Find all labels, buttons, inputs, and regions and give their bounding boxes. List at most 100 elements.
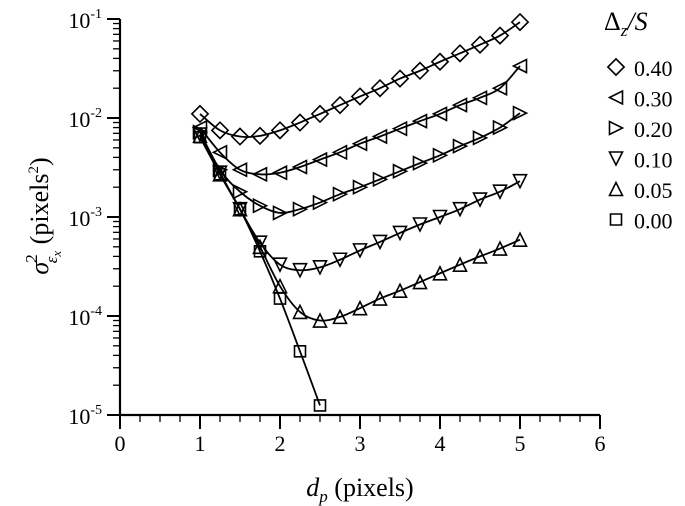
square-marker-icon [253,245,267,258]
triangle-down-marker-icon [472,192,488,208]
square-marker-icon [233,202,247,216]
triangle-right-marker-icon [492,119,509,136]
diamond-marker-icon [370,78,390,98]
triangle-down-marker-icon [352,243,368,259]
triangle-left-marker-icon [371,128,388,145]
diamond-marker-icon [470,35,490,54]
triangle-down-marker-icon [392,225,408,242]
triangle-right-marker-icon [472,130,489,146]
diamond-marker-icon [190,104,210,124]
x-tick-label: 6 [595,431,606,456]
x-tick-label: 3 [355,431,366,456]
plot-axes [107,18,601,429]
triangle-right-marker-icon [412,155,429,171]
x-tick-label: 2 [275,431,286,456]
legend-item-0.40: 0.40 [606,56,673,81]
triangle-left-marker-icon [607,89,624,106]
triangle-right-marker-icon [272,205,289,221]
y-tick-label: 10-5 [68,403,102,429]
triangle-right-marker-icon [352,179,369,195]
triangle-right-marker-icon [332,186,349,202]
fit-curve [199,21,521,138]
triangle-right-marker-icon [392,163,409,180]
legend-label: 0.20 [634,117,673,142]
triangle-right-marker-icon [312,194,329,211]
legend-label: 0.00 [634,209,673,234]
triangle-right-marker-icon [452,138,469,154]
triangle-left-marker-icon [511,58,528,74]
triangle-left-marker-icon [231,161,248,178]
fit-curve [199,112,521,214]
fit-curve [199,134,521,272]
triangle-up-marker-icon [452,256,468,272]
triangle-left-marker-icon [471,89,488,106]
square-marker-icon [213,167,227,181]
triangle-right-marker-icon [372,171,389,188]
legend-label: 0.30 [634,87,673,112]
legend-label: 0.40 [634,56,673,81]
diamond-marker-icon [430,52,450,72]
series-0.05 [192,127,528,328]
triangle-left-marker-icon [491,80,508,96]
triangle-left-marker-icon [311,151,328,168]
triangle-right-marker-icon [292,201,309,217]
diamond-marker-icon [330,95,350,115]
y-tick-label: 10-1 [68,7,102,33]
triangle-right-marker-icon [232,183,249,200]
diamond-marker-icon [270,121,290,140]
triangle-down-marker-icon [272,257,288,273]
triangle-down-marker-icon [292,262,308,279]
triangle-right-marker-icon [252,197,269,214]
square-marker-icon [609,213,623,226]
fit-curve [199,136,321,406]
y-tick-label: 10-2 [68,106,102,132]
series-0.00 [193,130,327,412]
triangle-right-marker-icon [512,105,529,121]
diamond-marker-icon [510,12,530,32]
triangle-up-marker-icon [212,166,228,182]
y-axis-title: σ2εx (pixels2) [22,157,64,274]
y-tick-label: 10-4 [68,304,102,330]
triangle-up-marker-icon [232,200,248,217]
diamond-marker-icon [290,113,310,132]
triangle-right-marker-icon [608,120,625,136]
diamond-marker-icon [210,121,230,140]
triangle-up-marker-icon [292,303,308,320]
square-marker-icon [293,344,307,358]
y-tick-labels: 10-1 10-2 10-3 10-4 10-5 [68,7,102,429]
x-tick-label: 4 [435,431,446,456]
series-0.30 [191,58,528,183]
triangle-up-marker-icon [412,273,428,290]
legend-item-0.30: 0.30 [607,87,673,112]
triangle-left-marker-icon [211,144,228,161]
diamond-marker-icon [310,104,330,124]
fit-curve [199,135,521,322]
triangle-up-marker-icon [432,265,448,281]
triangle-down-marker-icon [412,217,428,233]
triangle-up-marker-icon [312,312,328,328]
diamond-marker-icon [410,61,430,81]
triangle-up-marker-icon [392,282,408,299]
triangle-down-marker-icon [312,260,328,276]
triangle-down-marker-icon [492,184,508,201]
triangle-left-marker-icon [391,120,408,137]
triangle-up-marker-icon [512,231,528,247]
diamond-marker-icon [250,126,270,146]
triangle-down-marker-icon [432,209,448,226]
series-0.20 [192,105,529,221]
triangle-left-marker-icon [271,164,288,181]
triangle-left-marker-icon [291,159,308,175]
fit-curve [199,65,521,176]
diamond-marker-icon [390,69,410,88]
x-tick-label: 0 [115,431,126,456]
triangle-left-marker-icon [351,135,368,152]
x-tick-labels: 0 1 2 3 4 5 6 [115,431,606,456]
triangle-left-marker-icon [431,106,448,122]
triangle-up-marker-icon [608,180,624,197]
triangle-up-marker-icon [372,290,388,306]
square-marker-icon [313,399,327,412]
triangle-down-marker-icon [512,173,528,190]
diamond-marker-icon [350,87,370,106]
triangle-left-marker-icon [411,113,428,129]
